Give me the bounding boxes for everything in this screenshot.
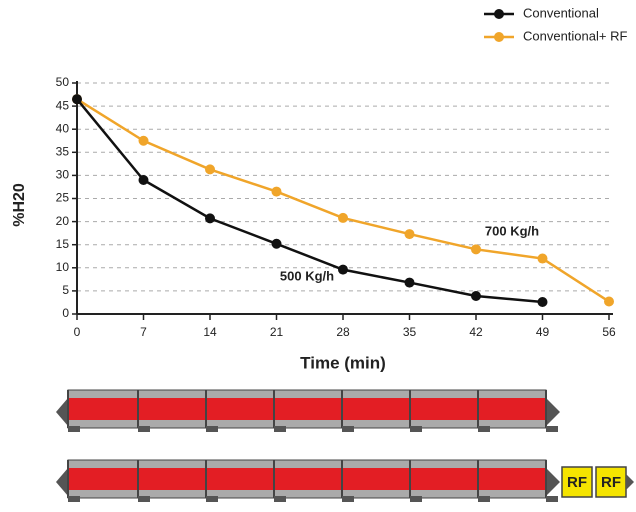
belt-foot: [478, 496, 490, 502]
y-tick-label: 35: [56, 144, 70, 158]
data-point: [272, 239, 282, 249]
y-tick-label: 25: [56, 191, 70, 205]
x-tick-label: 7: [140, 325, 147, 339]
belt-foot: [138, 426, 150, 432]
data-point: [205, 213, 215, 223]
x-axis-label: Time (min): [300, 353, 386, 372]
chart: %H20 Time (min) 0 5 10 15 20 25 30 35 40 45 50 0 7 14…: [0, 0, 636, 507]
belt-end: [56, 398, 68, 426]
data-point: [604, 297, 614, 307]
x-tick-label: 56: [602, 325, 616, 339]
belt-end: [546, 398, 560, 426]
belt-foot: [68, 426, 80, 432]
legend-marker: [494, 32, 504, 42]
legend-marker: [494, 9, 504, 19]
belt: [68, 398, 546, 420]
belt-foot: [274, 496, 286, 502]
x-tick-label: 42: [469, 325, 483, 339]
belt-foot: [206, 496, 218, 502]
data-point: [205, 164, 215, 174]
y-tick-label: 30: [56, 168, 70, 182]
x-tick-label: 35: [403, 325, 417, 339]
y-tick-label: 15: [56, 237, 70, 251]
y-tick-label: 20: [56, 214, 70, 228]
belt-foot: [274, 426, 286, 432]
belt-foot: [68, 496, 80, 502]
legend-label: Conventional+ RF: [523, 28, 627, 43]
x-tick-label: 14: [203, 325, 217, 339]
annotation: 700 Kg/h: [485, 223, 539, 238]
data-point: [338, 265, 348, 275]
x-tick-label: 0: [74, 325, 81, 339]
legend-label: Conventional: [523, 5, 599, 20]
data-point: [139, 136, 149, 146]
data-point: [405, 278, 415, 288]
rf-label: RF: [567, 474, 587, 491]
belt-foot: [410, 426, 422, 432]
belt-end: [546, 468, 560, 496]
data-point: [538, 254, 548, 264]
belt-foot: [342, 426, 354, 432]
data-point: [538, 297, 548, 307]
y-tick-label: 5: [62, 283, 69, 297]
data-point: [338, 213, 348, 223]
data-point: [139, 175, 149, 185]
data-point: [72, 94, 82, 104]
belt-foot: [342, 496, 354, 502]
belt-foot: [546, 496, 558, 502]
y-tick-label: 45: [56, 98, 70, 112]
data-point: [272, 187, 282, 197]
y-tick-label: 10: [56, 260, 70, 274]
belt-foot: [206, 426, 218, 432]
y-tick-label: 50: [56, 75, 70, 89]
y-tick-label: 0: [62, 306, 69, 320]
belt-foot: [410, 496, 422, 502]
rf-arrow: [626, 474, 634, 490]
x-tick-label: 49: [536, 325, 550, 339]
rf-label: RF: [601, 474, 621, 491]
data-point: [405, 229, 415, 239]
belt-foot: [478, 426, 490, 432]
data-point: [471, 291, 481, 301]
x-tick-label: 28: [336, 325, 350, 339]
belt-foot: [138, 496, 150, 502]
y-axis-label: %H20: [11, 183, 28, 227]
y-tick-label: 40: [56, 121, 70, 135]
belt-end: [56, 468, 68, 496]
belt-foot: [546, 426, 558, 432]
annotation: 500 Kg/h: [280, 268, 334, 283]
data-point: [471, 244, 481, 254]
belt: [68, 468, 546, 490]
x-tick-label: 21: [270, 325, 284, 339]
